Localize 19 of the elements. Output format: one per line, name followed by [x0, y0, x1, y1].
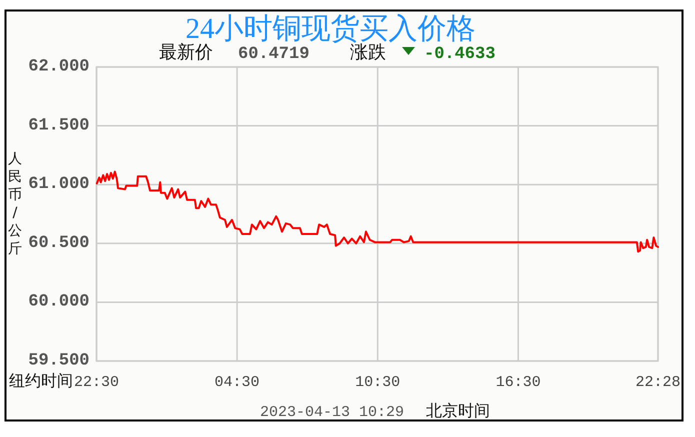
y-tick-label: 60.000 — [28, 292, 90, 312]
text: -0.4633 — [424, 45, 496, 64]
y-tick-label: 60.500 — [28, 234, 90, 253]
y-tick-label: 59.500 — [28, 352, 90, 370]
x-tick-label: 04:30 — [214, 374, 260, 391]
y-tick-label: 62.000 — [28, 58, 90, 76]
y-tick-label: 61.500 — [28, 116, 90, 136]
x-tick-label: 16:30 — [496, 374, 541, 391]
x-tick-label: 10:30 — [355, 374, 400, 391]
text: 最新价 — [159, 42, 213, 63]
text: 北京时间 — [426, 401, 490, 420]
text: 60.4719 — [238, 45, 310, 64]
x-axis-title: 纽约时间 — [9, 371, 73, 390]
text: 2023-04-13 10:29 — [260, 404, 404, 421]
y-tick-label: 61.000 — [28, 175, 90, 194]
y-axis-title: 人民币/公斤 — [8, 151, 22, 257]
x-tick-label: 22:28 — [635, 374, 681, 391]
text: 涨跌 — [350, 42, 386, 63]
x-tick-label: 22:30 — [74, 374, 120, 391]
